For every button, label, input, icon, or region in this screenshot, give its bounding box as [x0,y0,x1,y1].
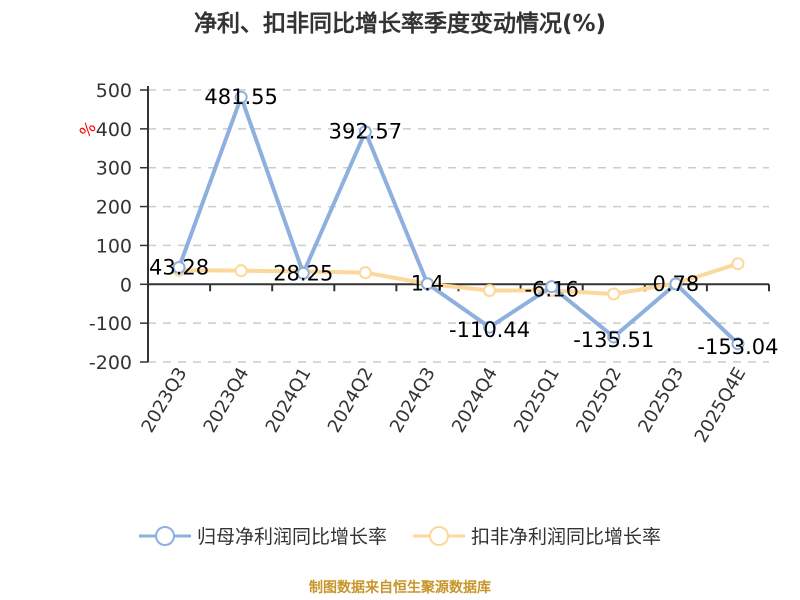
data-point[interactable] [607,287,621,301]
legend-label: 扣非净利润同比增长率 [471,526,662,548]
data-point[interactable] [234,90,248,104]
data-point[interactable] [731,337,745,351]
gridlines [148,89,769,363]
data-label: 481.55 [204,85,277,109]
data-point[interactable] [358,125,372,139]
data-label: 28.25 [273,261,333,285]
deducted-net-profit-growth-line [179,261,739,296]
data-point[interactable] [607,330,621,344]
y-tick-label: 0 [120,274,132,296]
x-tick-label: 2024Q2 [324,364,378,436]
y-tick-label: -100 [89,313,132,335]
x-tick-label: 2025Q2 [572,364,626,436]
y-tick-label: 400 [96,119,132,141]
data-label: 1.4 [411,272,444,296]
legend-marker-blue-icon [138,525,191,546]
data-label: -6.16 [524,278,578,302]
x-tick-label: 2025Q3 [634,364,688,436]
data-point[interactable] [731,257,745,271]
data-source-note: 制图数据来自恒生聚源数据库 [309,580,491,596]
data-point[interactable] [420,277,434,291]
y-tick-label: 100 [96,235,132,257]
data-label: 392.57 [329,120,402,144]
x-tick-label: 2023Q4 [200,364,254,436]
data-point[interactable] [545,280,559,294]
data-labels: 43.28 481.55 28.25 392.57 1.4-110.44 -6.16 -13… [149,85,778,359]
legend-label: 归母净利润同比增长率 [196,526,387,548]
data-point[interactable] [358,266,372,280]
data-label: 0.78 [652,272,699,296]
y-tick-label: 500 [96,80,132,102]
y-tick-label: 300 [96,158,132,180]
x-tick-label: 2025Q4E [691,364,751,446]
net-profit-growth-line [177,95,740,346]
data-label: 43.28 [149,255,209,279]
data-point[interactable] [172,260,186,274]
x-tick-label: 2024Q4 [448,364,502,436]
legend-item-deducted-net-profit-growth[interactable]: 扣非净利润同比增长率 [413,522,661,549]
x-tick-label: 2024Q1 [262,364,316,436]
x-tick-label: 2024Q3 [386,364,440,436]
data-point[interactable] [483,320,497,334]
series-lines [172,90,745,351]
data-point[interactable] [234,264,248,278]
x-tick-label: 2025Q1 [510,364,564,436]
data-label: -153.04 [697,335,778,359]
data-point[interactable] [483,284,497,298]
data-label: -135.51 [573,328,654,352]
legend-item-net-profit-growth[interactable]: 归母净利润同比增长率 [138,522,387,549]
data-point[interactable] [669,277,683,291]
y-tick-label: -200 [89,352,132,374]
y-axis-ticks: 500 400 300 200 100 0 -100 -200 [89,80,148,374]
data-label: -110.44 [449,318,530,342]
legend: 归母净利润同比增长率 扣非净利润同比增长率 [0,522,800,549]
data-point[interactable] [296,266,310,280]
x-tick-label: 2023Q3 [137,364,191,436]
x-axis-ticks: 2023Q3 2023Q4 2024Q1 2024Q2 2024Q3 2024Q4 2025… [137,284,770,446]
chart-title: 净利、扣非同比增长率季度变动情况(%) [193,11,607,37]
y-tick-label: 200 [96,197,132,219]
legend-marker-orange-icon [413,525,465,546]
